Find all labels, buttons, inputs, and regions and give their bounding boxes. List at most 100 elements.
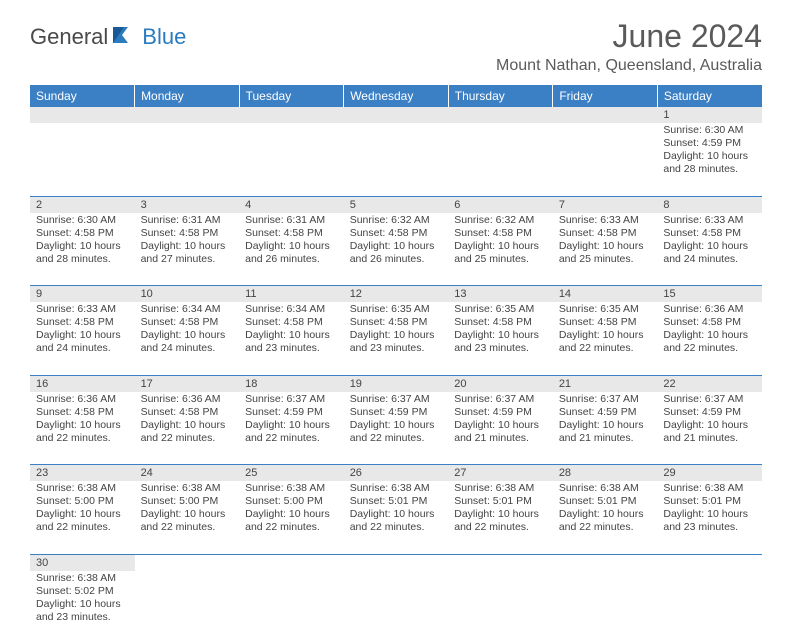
empty-num	[448, 107, 553, 123]
day-cell-15: Sunrise: 6:36 AMSunset: 4:58 PMDaylight:…	[657, 302, 762, 358]
day-cell-23: Sunrise: 6:38 AMSunset: 5:00 PMDaylight:…	[30, 481, 135, 537]
empty-num	[553, 107, 658, 123]
calendar-body: 1Sunrise: 6:30 AMSunset: 4:59 PMDaylight…	[30, 107, 762, 644]
daynum-28: 28	[553, 465, 658, 482]
week-5-cells: Sunrise: 6:38 AMSunset: 5:02 PMDaylight:…	[30, 571, 762, 644]
day-16: Sunrise: 6:36 AMSunset: 4:58 PMDaylight:…	[30, 392, 135, 465]
daynum-23: 23	[30, 465, 135, 482]
empty-cell	[553, 123, 658, 196]
day-cell-12: Sunrise: 6:35 AMSunset: 4:58 PMDaylight:…	[344, 302, 449, 358]
empty-cell	[239, 571, 344, 644]
daynum-24: 24	[135, 465, 240, 482]
empty-cell	[448, 571, 553, 644]
daynum-26: 26	[344, 465, 449, 482]
week-1-cells: Sunrise: 6:30 AMSunset: 4:58 PMDaylight:…	[30, 213, 762, 286]
empty-cell	[344, 123, 449, 196]
day-cell-29: Sunrise: 6:38 AMSunset: 5:01 PMDaylight:…	[657, 481, 762, 537]
location-text: Mount Nathan, Queensland, Australia	[496, 57, 762, 75]
week-3-numbers: 16171819202122	[30, 375, 762, 392]
week-3-cells: Sunrise: 6:36 AMSunset: 4:58 PMDaylight:…	[30, 392, 762, 465]
day-cell-17: Sunrise: 6:36 AMSunset: 4:58 PMDaylight:…	[135, 392, 240, 448]
day-header-tuesday: Tuesday	[239, 85, 344, 107]
flag-icon	[112, 25, 138, 50]
day-30: Sunrise: 6:38 AMSunset: 5:02 PMDaylight:…	[30, 571, 135, 644]
day-header-sunday: Sunday	[30, 85, 135, 107]
daynum-7: 7	[553, 196, 658, 213]
daynum-25: 25	[239, 465, 344, 482]
week-0-cells: Sunrise: 6:30 AMSunset: 4:59 PMDaylight:…	[30, 123, 762, 196]
day-cell-11: Sunrise: 6:34 AMSunset: 4:58 PMDaylight:…	[239, 302, 344, 358]
day-cell-16: Sunrise: 6:36 AMSunset: 4:58 PMDaylight:…	[30, 392, 135, 448]
day-15: Sunrise: 6:36 AMSunset: 4:58 PMDaylight:…	[657, 302, 762, 375]
day-cell-6: Sunrise: 6:32 AMSunset: 4:58 PMDaylight:…	[448, 213, 553, 269]
day-5: Sunrise: 6:32 AMSunset: 4:58 PMDaylight:…	[344, 213, 449, 286]
day-18: Sunrise: 6:37 AMSunset: 4:59 PMDaylight:…	[239, 392, 344, 465]
day-cell-27: Sunrise: 6:38 AMSunset: 5:01 PMDaylight:…	[448, 481, 553, 537]
day-21: Sunrise: 6:37 AMSunset: 4:59 PMDaylight:…	[553, 392, 658, 465]
daynum-20: 20	[448, 375, 553, 392]
empty-num	[30, 107, 135, 123]
week-4-cells: Sunrise: 6:38 AMSunset: 5:00 PMDaylight:…	[30, 481, 762, 554]
calendar-table: SundayMondayTuesdayWednesdayThursdayFrid…	[30, 85, 762, 644]
day-cell-21: Sunrise: 6:37 AMSunset: 4:59 PMDaylight:…	[553, 392, 658, 448]
empty-num	[135, 554, 240, 571]
week-2-numbers: 9101112131415	[30, 286, 762, 303]
daynum-1: 1	[657, 107, 762, 123]
week-1-numbers: 2345678	[30, 196, 762, 213]
day-cell-9: Sunrise: 6:33 AMSunset: 4:58 PMDaylight:…	[30, 302, 135, 358]
day-cell-7: Sunrise: 6:33 AMSunset: 4:58 PMDaylight:…	[553, 213, 658, 269]
week-0-numbers: 1	[30, 107, 762, 123]
day-header-friday: Friday	[553, 85, 658, 107]
daynum-4: 4	[239, 196, 344, 213]
day-cell-4: Sunrise: 6:31 AMSunset: 4:58 PMDaylight:…	[239, 213, 344, 269]
day-cell-20: Sunrise: 6:37 AMSunset: 4:59 PMDaylight:…	[448, 392, 553, 448]
day-22: Sunrise: 6:37 AMSunset: 4:59 PMDaylight:…	[657, 392, 762, 465]
empty-num	[239, 107, 344, 123]
page-title: June 2024	[496, 18, 762, 55]
empty-cell	[135, 571, 240, 644]
day-24: Sunrise: 6:38 AMSunset: 5:00 PMDaylight:…	[135, 481, 240, 554]
daynum-29: 29	[657, 465, 762, 482]
daynum-12: 12	[344, 286, 449, 303]
day-cell-5: Sunrise: 6:32 AMSunset: 4:58 PMDaylight:…	[344, 213, 449, 269]
day-cell-24: Sunrise: 6:38 AMSunset: 5:00 PMDaylight:…	[135, 481, 240, 537]
day-6: Sunrise: 6:32 AMSunset: 4:58 PMDaylight:…	[448, 213, 553, 286]
day-28: Sunrise: 6:38 AMSunset: 5:01 PMDaylight:…	[553, 481, 658, 554]
empty-num	[344, 107, 449, 123]
day-29: Sunrise: 6:38 AMSunset: 5:01 PMDaylight:…	[657, 481, 762, 554]
title-block: June 2024 Mount Nathan, Queensland, Aust…	[496, 18, 762, 75]
week-4-numbers: 23242526272829	[30, 465, 762, 482]
day-7: Sunrise: 6:33 AMSunset: 4:58 PMDaylight:…	[553, 213, 658, 286]
daynum-30: 30	[30, 554, 135, 571]
day-23: Sunrise: 6:38 AMSunset: 5:00 PMDaylight:…	[30, 481, 135, 554]
day-cell-1: Sunrise: 6:30 AMSunset: 4:59 PMDaylight:…	[657, 123, 762, 179]
empty-cell	[657, 571, 762, 644]
daynum-27: 27	[448, 465, 553, 482]
empty-cell	[239, 123, 344, 196]
daynum-18: 18	[239, 375, 344, 392]
empty-num	[135, 107, 240, 123]
day-26: Sunrise: 6:38 AMSunset: 5:01 PMDaylight:…	[344, 481, 449, 554]
day-cell-8: Sunrise: 6:33 AMSunset: 4:58 PMDaylight:…	[657, 213, 762, 269]
day-header-wednesday: Wednesday	[344, 85, 449, 107]
daynum-16: 16	[30, 375, 135, 392]
day-cell-3: Sunrise: 6:31 AMSunset: 4:58 PMDaylight:…	[135, 213, 240, 269]
day-20: Sunrise: 6:37 AMSunset: 4:59 PMDaylight:…	[448, 392, 553, 465]
week-5-numbers: 30	[30, 554, 762, 571]
day-cell-14: Sunrise: 6:35 AMSunset: 4:58 PMDaylight:…	[553, 302, 658, 358]
day-11: Sunrise: 6:34 AMSunset: 4:58 PMDaylight:…	[239, 302, 344, 375]
empty-cell	[448, 123, 553, 196]
day-cell-13: Sunrise: 6:35 AMSunset: 4:58 PMDaylight:…	[448, 302, 553, 358]
day-13: Sunrise: 6:35 AMSunset: 4:58 PMDaylight:…	[448, 302, 553, 375]
day-cell-30: Sunrise: 6:38 AMSunset: 5:02 PMDaylight:…	[30, 571, 135, 627]
daynum-19: 19	[344, 375, 449, 392]
day-27: Sunrise: 6:38 AMSunset: 5:01 PMDaylight:…	[448, 481, 553, 554]
daynum-8: 8	[657, 196, 762, 213]
daynum-9: 9	[30, 286, 135, 303]
daynum-10: 10	[135, 286, 240, 303]
header: General Blue June 2024 Mount Nathan, Que…	[0, 0, 792, 79]
day-14: Sunrise: 6:35 AMSunset: 4:58 PMDaylight:…	[553, 302, 658, 375]
day-12: Sunrise: 6:35 AMSunset: 4:58 PMDaylight:…	[344, 302, 449, 375]
daynum-17: 17	[135, 375, 240, 392]
empty-num	[553, 554, 658, 571]
